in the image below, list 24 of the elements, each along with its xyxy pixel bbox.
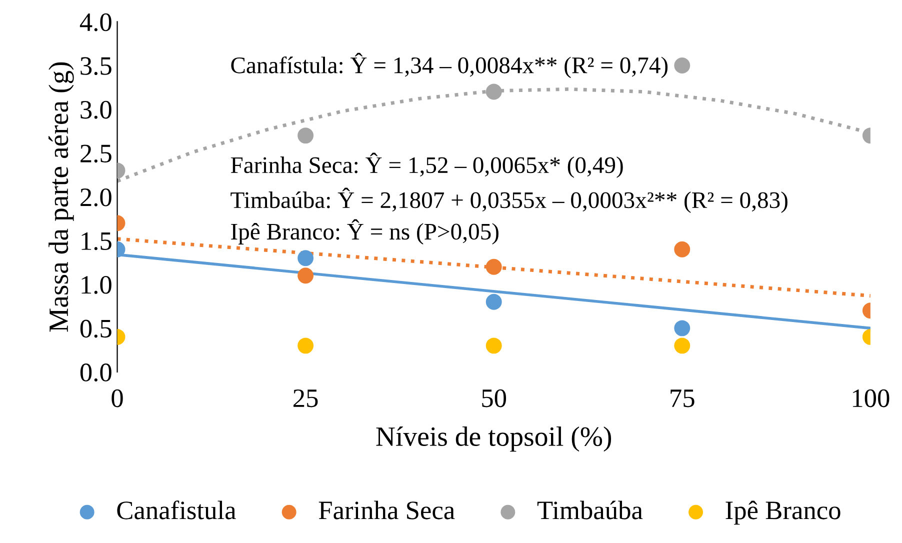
annotation: Timbaúba: Ŷ = 2,1807 + 0,0355x – 0,0003x²** (R² = 0,83) (230, 188, 788, 213)
annotation: Canafístula: Ŷ = 1,34 – 0,0084x** (R² = 0,74) (231, 52, 668, 78)
y-tick-label: 1.5 (82, 232, 112, 250)
x-tick-label: 25 (294, 389, 318, 408)
legend-label: Timbaúba (537, 500, 643, 520)
x-tick-label: 75 (670, 390, 694, 408)
x-tick-label: 0 (112, 389, 123, 408)
y-tick-label: 0.5 (80, 320, 112, 338)
y-tick-label: 2.0 (80, 188, 112, 206)
x-tick-label: 50 (482, 389, 506, 408)
y-tick-label: 0.0 (80, 364, 112, 382)
x-tick-label: 100 (852, 389, 890, 408)
annotation: Farinha Seca: Ŷ = 1,52 – 0,0065x* (0,49) (230, 152, 623, 178)
y-tick-label: 2.5 (80, 144, 112, 163)
legend-label: Farinha Seca (318, 500, 455, 520)
annotation: Ipê Branco: Ŷ = ns (P>0,05) (231, 219, 498, 244)
y-tick-label: 3.0 (80, 100, 112, 119)
legend-label: Canafistula (117, 500, 236, 520)
y-axis-title: Massa da parte aérea (g) (48, 62, 74, 332)
legend-label: Ipê Branco (726, 500, 840, 525)
y-tick-label: 1.0 (82, 276, 112, 294)
x-axis-title: Níveis de topsoil (%) (376, 426, 612, 452)
y-tick-label: 4.0 (80, 13, 112, 32)
y-tick-label: 3.5 (80, 57, 112, 76)
